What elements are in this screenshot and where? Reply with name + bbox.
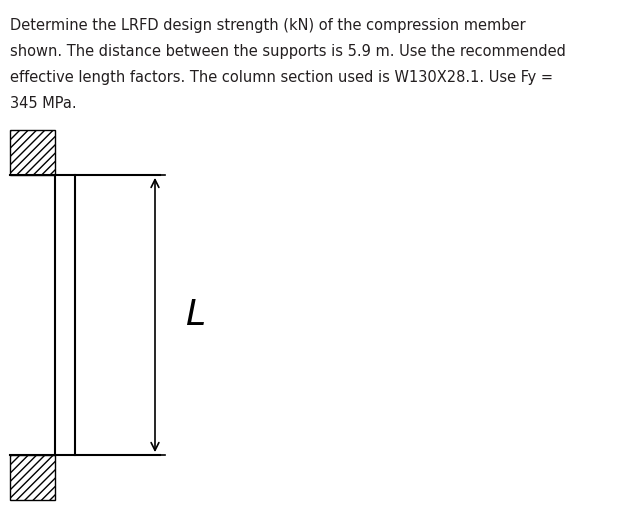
Text: effective length factors. The column section used is W130X28.1. Use Fy =: effective length factors. The column sec… — [10, 70, 553, 85]
Text: $\mathit{L}$: $\mathit{L}$ — [185, 298, 205, 332]
Bar — [10, 130, 55, 175]
Text: Determine the LRFD design strength (kN) of the compression member: Determine the LRFD design strength (kN) … — [10, 18, 525, 33]
Bar — [10, 455, 55, 500]
Text: shown. The distance between the supports is 5.9 m. Use the recommended: shown. The distance between the supports… — [10, 44, 566, 59]
Text: 345 MPa.: 345 MPa. — [10, 96, 77, 111]
